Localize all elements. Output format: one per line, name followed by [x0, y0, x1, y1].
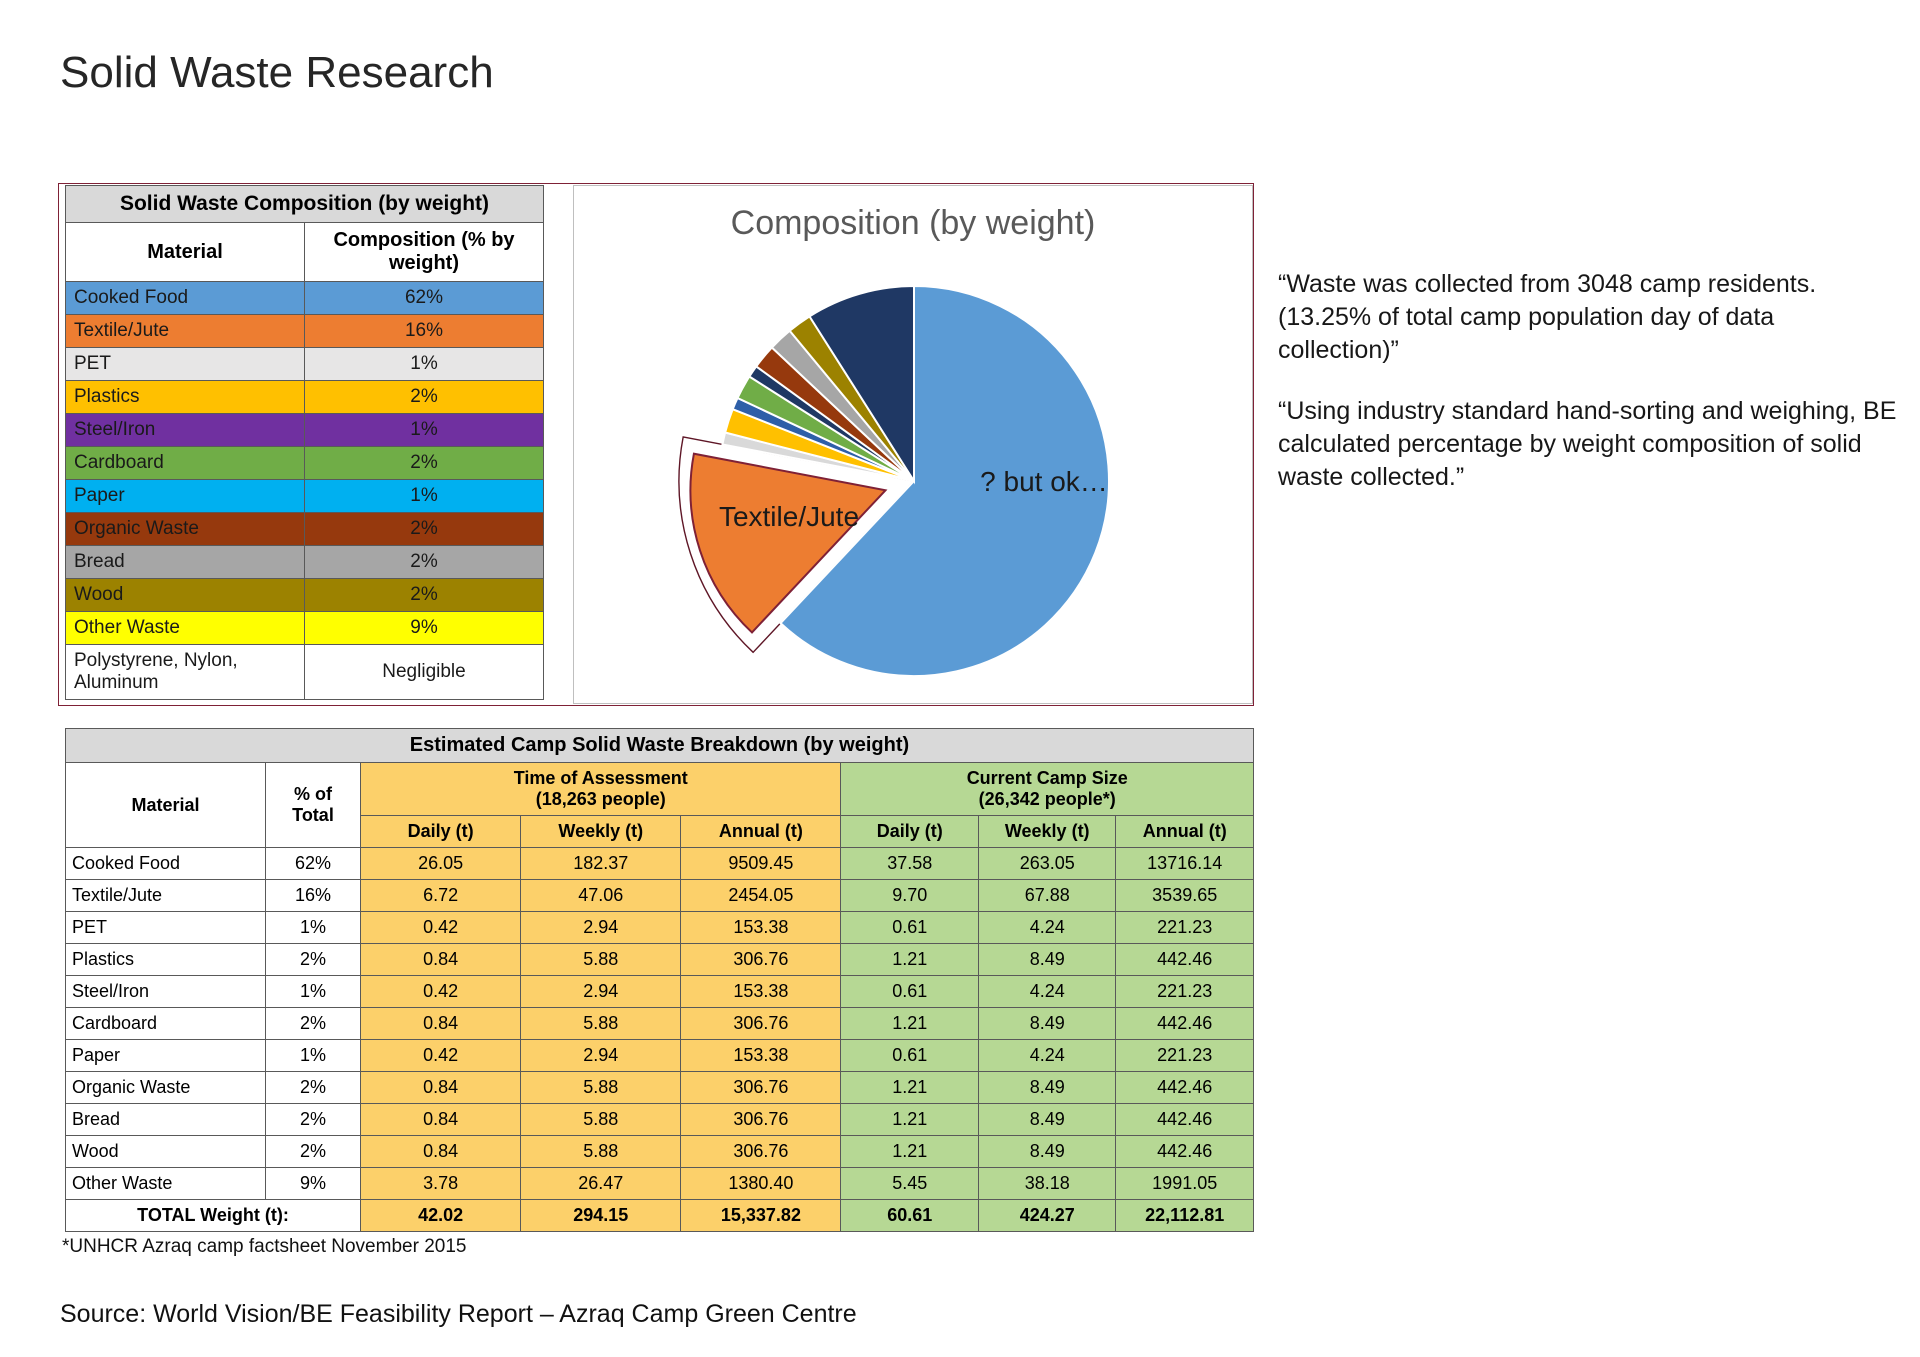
- svg-text:? but ok…: ? but ok…: [980, 466, 1108, 497]
- svg-text:Textile/Jute: Textile/Jute: [719, 501, 859, 532]
